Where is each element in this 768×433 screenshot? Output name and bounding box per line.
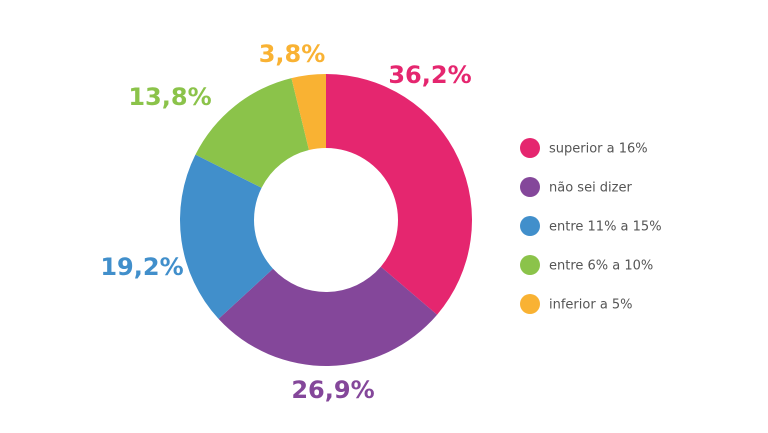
- legend-label: inferior a 5%: [549, 298, 633, 313]
- legend-label: superior a 16%: [549, 142, 648, 157]
- legend-label: não sei dizer: [549, 181, 632, 196]
- donut-slice: [291, 74, 326, 151]
- value-label: 13,8%: [128, 83, 211, 111]
- legend-swatch: [520, 177, 540, 197]
- legend-swatch: [520, 294, 540, 314]
- value-label: 19,2%: [100, 253, 183, 281]
- legend-label: entre 6% a 10%: [549, 259, 653, 274]
- value-label: 36,2%: [388, 61, 471, 89]
- donut-slice: [195, 78, 309, 188]
- donut-slice: [218, 266, 438, 366]
- legend-swatch: [520, 255, 540, 275]
- value-label: 3,8%: [259, 40, 326, 68]
- legend-swatch: [520, 138, 540, 158]
- donut-slice: [180, 154, 274, 319]
- value-label: 26,9%: [291, 376, 374, 404]
- donut-slice: [326, 74, 472, 315]
- legend-label: entre 11% a 15%: [549, 220, 662, 235]
- legend-swatch: [520, 216, 540, 236]
